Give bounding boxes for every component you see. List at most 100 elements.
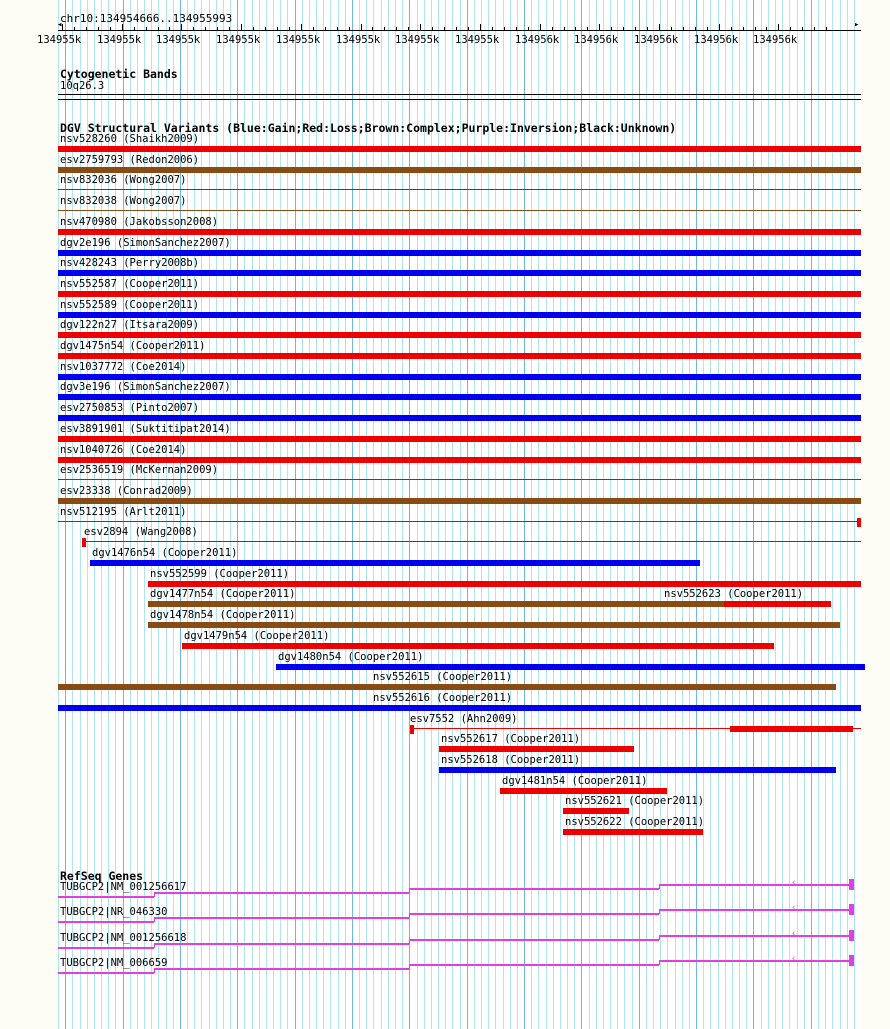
ruler-tick xyxy=(372,27,373,30)
variant-bar[interactable] xyxy=(58,332,861,338)
variant-line[interactable] xyxy=(410,728,861,729)
variant-bar[interactable] xyxy=(276,664,865,670)
gridline xyxy=(452,0,453,1029)
ruler-tick-label: 134955k xyxy=(276,34,321,46)
variant-bar[interactable] xyxy=(439,767,836,773)
variant-bar[interactable] xyxy=(58,374,861,380)
variant-bar[interactable] xyxy=(58,436,861,442)
ruler-tick xyxy=(361,24,362,30)
gridline xyxy=(703,0,704,1029)
gridline xyxy=(589,0,590,1029)
gene-intron-line[interactable] xyxy=(409,939,659,941)
variant-label: dgv122n27 (Itsara2009) xyxy=(60,319,200,331)
gridline xyxy=(166,0,167,1029)
variant-bar[interactable] xyxy=(58,291,861,297)
variant-bar[interactable] xyxy=(148,581,861,587)
variant-label: nsv470980 (Jakobsson2008) xyxy=(60,216,219,228)
variant-right-cap xyxy=(857,518,861,527)
gridline xyxy=(252,0,253,1029)
gene-intron-line[interactable] xyxy=(58,921,154,923)
gene-intron-line[interactable] xyxy=(58,947,154,949)
gene-step xyxy=(154,968,155,973)
ruler-tick xyxy=(193,27,194,30)
gridline xyxy=(72,0,73,1029)
variant-bar[interactable] xyxy=(439,746,634,752)
gene-intron-line[interactable] xyxy=(58,972,154,974)
variant-bar[interactable] xyxy=(58,167,861,173)
variant-bar[interactable] xyxy=(58,684,836,690)
gene-label: TUBGCP2|NM_001256617 xyxy=(60,881,187,893)
gridline xyxy=(710,0,711,1029)
gridline xyxy=(739,0,740,1029)
gene-intron-line[interactable] xyxy=(409,913,659,915)
gene-intron-line[interactable] xyxy=(659,909,849,911)
variant-bar[interactable] xyxy=(58,498,861,504)
gene-exon-block[interactable] xyxy=(849,904,854,915)
gene-exon-block[interactable] xyxy=(849,955,854,966)
variant-bar[interactable] xyxy=(182,643,774,649)
gene-intron-line[interactable] xyxy=(659,935,849,937)
ruler-tick xyxy=(552,27,553,30)
gridline xyxy=(359,0,360,1029)
gene-intron-line[interactable] xyxy=(154,943,409,945)
variant-bar[interactable] xyxy=(58,394,861,400)
ruler-tick xyxy=(778,24,779,30)
variant-bar[interactable] xyxy=(58,312,861,318)
variant-label: esv7552 (Ahn2009) xyxy=(410,713,518,725)
gene-intron-line[interactable] xyxy=(659,884,849,886)
variant-bar[interactable] xyxy=(58,250,861,256)
gene-intron-line[interactable] xyxy=(154,892,409,894)
ruler-left-arrow-icon: ◂ xyxy=(57,20,63,30)
variant-label: dgv1477n54 (Cooper2011) xyxy=(150,588,296,600)
ruler-tick xyxy=(802,27,803,30)
gene-intron-line[interactable] xyxy=(154,917,409,919)
gridline xyxy=(244,0,245,1029)
variant-bar[interactable] xyxy=(58,457,861,463)
ruler-tick xyxy=(766,27,767,30)
ruler-tick xyxy=(575,27,576,30)
ruler-tick xyxy=(313,27,314,30)
variant-label: nsv552599 (Cooper2011) xyxy=(150,568,290,580)
gene-intron-line[interactable] xyxy=(154,968,409,970)
variant-bar[interactable] xyxy=(148,601,760,607)
gridline xyxy=(467,0,468,1029)
variant-left-cap xyxy=(410,725,414,734)
variant-line[interactable] xyxy=(58,189,861,190)
ruler-tick xyxy=(408,27,409,30)
ruler-tick xyxy=(719,24,720,30)
variant-bar[interactable] xyxy=(58,705,861,711)
variant-line[interactable] xyxy=(58,479,861,480)
variant-line[interactable] xyxy=(58,210,861,211)
variant-bar[interactable] xyxy=(58,415,861,421)
variant-bar[interactable] xyxy=(730,726,853,732)
gene-intron-line[interactable] xyxy=(659,960,849,962)
variant-bar[interactable] xyxy=(58,270,861,276)
gridline xyxy=(316,0,317,1029)
gridline xyxy=(323,0,324,1029)
gridline xyxy=(840,0,841,1029)
gene-exon-block[interactable] xyxy=(849,879,854,890)
variant-bar[interactable] xyxy=(58,229,861,235)
ruler-tick xyxy=(528,27,529,30)
gene-intron-line[interactable] xyxy=(409,888,659,890)
variant-bar[interactable] xyxy=(724,601,831,607)
variant-bar[interactable] xyxy=(563,829,703,835)
variant-bar[interactable] xyxy=(500,788,667,794)
gridline xyxy=(546,0,547,1029)
gene-intron-line[interactable] xyxy=(58,896,154,898)
variant-line[interactable] xyxy=(82,541,861,542)
variant-bar[interactable] xyxy=(148,622,840,628)
variant-line[interactable] xyxy=(58,521,861,522)
variant-bar[interactable] xyxy=(563,808,629,814)
gridline xyxy=(847,0,848,1029)
variant-bar[interactable] xyxy=(58,353,861,359)
gene-intron-line[interactable] xyxy=(409,964,659,966)
variant-label: dgv1479n54 (Cooper2011) xyxy=(184,630,330,642)
gene-exon-block[interactable] xyxy=(849,930,854,941)
gridline xyxy=(58,0,59,1029)
variant-bar[interactable] xyxy=(90,560,700,566)
gridline xyxy=(130,0,131,1029)
variant-bar[interactable] xyxy=(58,146,861,152)
gridline xyxy=(832,0,833,1029)
